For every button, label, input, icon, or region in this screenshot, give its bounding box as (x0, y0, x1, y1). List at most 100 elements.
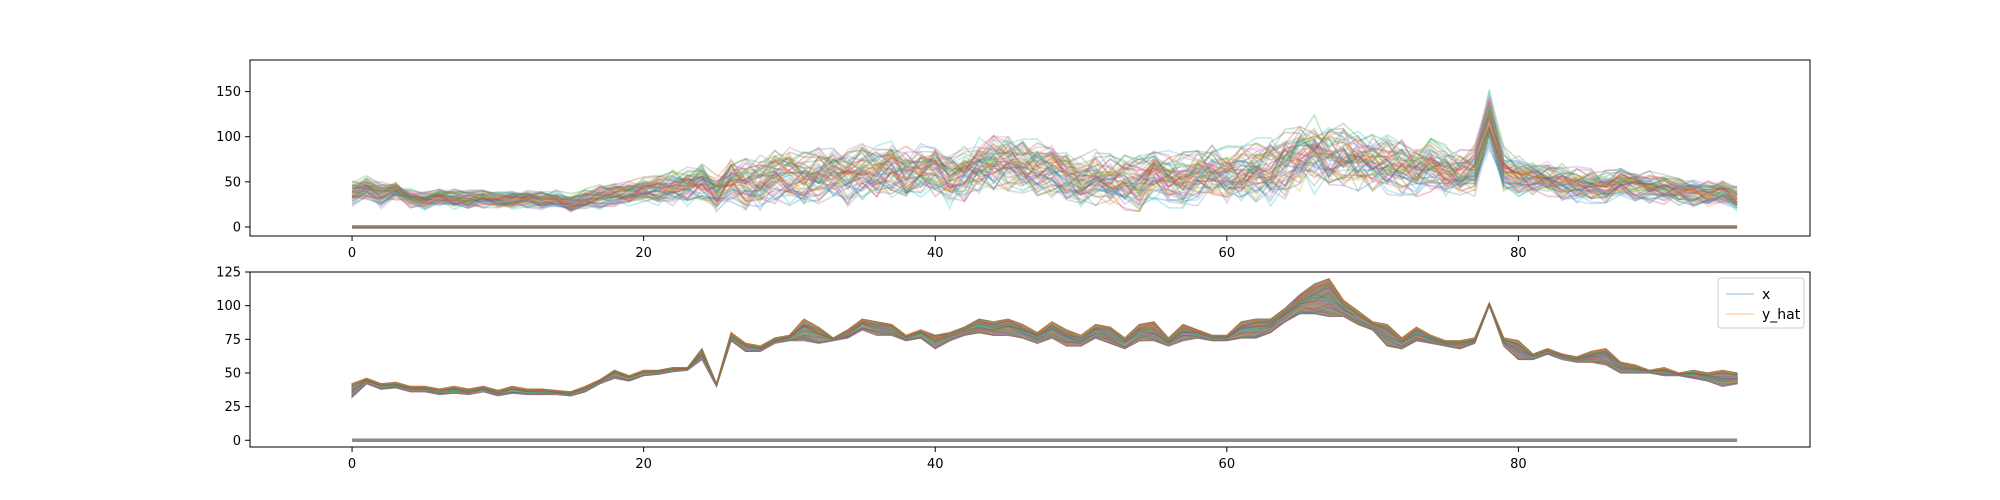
chart-top-series-line (351, 110, 1738, 208)
legend: x y_hat (1717, 277, 1805, 329)
chart-bottom-y-tick-label: 100 (216, 299, 241, 314)
chart-top-series-line (351, 132, 1738, 208)
chart-top-series-line (351, 95, 1738, 206)
chart-top-x-tick-label: 0 (348, 246, 356, 261)
chart-bottom-x-tick-label: 40 (927, 457, 944, 472)
chart-top-series-line (351, 117, 1738, 206)
chart-bottom-series-line (351, 286, 1738, 394)
chart-top-series-line (351, 105, 1738, 208)
chart-top-series-line (352, 111, 1738, 206)
chart-top-series-line (351, 97, 1738, 202)
chart-top-series-line (351, 130, 1738, 208)
chart-bottom-series-line (351, 287, 1738, 394)
chart-bottom-series-group (351, 277, 1738, 443)
chart-top-series-line (351, 101, 1738, 206)
chart-top-series-line (351, 116, 1738, 208)
chart-top-series-line (351, 118, 1738, 201)
chart-bottom-series-line (351, 281, 1738, 393)
chart-top-series-line (351, 100, 1738, 200)
chart-bottom-series-line (351, 287, 1738, 395)
chart-top-series-line (351, 115, 1738, 205)
chart-top-series-line (351, 127, 1738, 209)
chart-top-x-tick-label: 20 (635, 246, 652, 261)
chart-top-y-tick-label: 150 (216, 85, 241, 100)
chart-top: 0 20 40 60 80 0 50 100 150 (216, 59, 1811, 261)
chart-top-series-line (352, 125, 1738, 210)
chart-top-series-line (351, 126, 1738, 212)
chart-bottom-series-line (351, 280, 1738, 394)
chart-top-series-line (351, 99, 1738, 203)
legend-label-y_hat: y_hat (1762, 307, 1801, 323)
chart-bottom-band (351, 277, 1738, 399)
chart-bottom-series-line (351, 292, 1738, 395)
chart-top-series-line (351, 125, 1738, 207)
chart-top-series-line (351, 135, 1738, 210)
legend-label-x: x (1762, 287, 1770, 303)
chart-top-series-line (352, 130, 1738, 207)
chart-top-series-line (351, 130, 1738, 212)
chart-bottom-x-tick-label: 60 (1219, 457, 1236, 472)
chart-bottom-y-tick-label: 50 (224, 366, 241, 381)
chart-bottom-x-tick-label: 20 (635, 457, 652, 472)
chart-top-series-line (351, 107, 1738, 205)
chart-top-series-line (351, 114, 1738, 207)
legend-frame (1717, 277, 1805, 329)
chart-top-series-line (351, 109, 1738, 205)
chart-top-series-line (351, 102, 1738, 203)
chart-top-series-line (351, 128, 1738, 213)
chart-bottom-series-line (351, 303, 1738, 398)
chart-bottom-series-line (351, 296, 1738, 394)
chart-bottom-series-line (351, 303, 1738, 398)
chart-top-series-line (351, 141, 1738, 213)
chart-bottom-series-line (351, 294, 1738, 395)
chart-top-series-line (352, 100, 1738, 201)
chart-bottom-series-line (351, 302, 1738, 396)
chart-top-series-line (351, 116, 1738, 206)
chart-top-series-line (351, 89, 1738, 200)
chart-top-series-line (351, 131, 1738, 207)
chart-bottom-series-line (351, 302, 1738, 396)
chart-top-series-line (351, 131, 1738, 212)
chart-top-series-line (351, 113, 1738, 204)
chart-bottom-y-tick-label: 25 (224, 400, 241, 415)
chart-bottom-frame (249, 271, 1811, 448)
chart-top-series-line (351, 125, 1738, 210)
chart-top-series-line (351, 147, 1738, 212)
chart-top-series-line (352, 107, 1738, 204)
chart-top-series-line (352, 125, 1738, 212)
chart-top-series-line (351, 130, 1738, 207)
chart-bottom-y-tick-label: 125 (216, 266, 241, 281)
chart-bottom-series-line (351, 303, 1738, 398)
chart-top-frame (249, 59, 1811, 237)
chart-bottom-series-line (351, 303, 1738, 397)
chart-bottom: 0 20 40 60 80 0 25 50 75 100 125 x y_hat (216, 266, 1811, 472)
chart-top-series-line (352, 128, 1738, 203)
chart-top-series-line (351, 103, 1738, 200)
chart-bottom-series-line (351, 303, 1738, 396)
chart-bottom-series-line (351, 298, 1738, 396)
chart-top-series-line (351, 124, 1738, 206)
chart-bottom-series-line (351, 283, 1738, 394)
chart-bottom-x-axis: 0 20 40 60 80 (348, 447, 1527, 472)
chart-top-series-line (351, 105, 1738, 200)
chart-top-y-tick-label: 100 (216, 130, 241, 145)
chart-bottom-series-line (351, 283, 1738, 394)
chart-top-series-line (351, 119, 1738, 204)
chart-top-series-line (351, 96, 1738, 200)
chart-top-series-line (352, 120, 1738, 205)
chart-bottom-y-tick-label: 75 (224, 333, 241, 348)
chart-top-series-line (351, 114, 1738, 213)
chart-top-series-group (351, 89, 1738, 229)
chart-bottom-series-line (351, 283, 1738, 393)
chart-top-series-line (351, 89, 1738, 202)
chart-bottom-series-line (351, 296, 1738, 395)
chart-top-series-line (352, 124, 1738, 211)
chart-top-y-tick-label: 0 (233, 220, 241, 235)
chart-bottom-x-tick-label: 80 (1510, 457, 1527, 472)
chart-top-series-line (351, 126, 1738, 203)
chart-top-series-line (351, 102, 1738, 202)
chart-bottom-series-line (351, 296, 1738, 394)
chart-top-series-line (351, 111, 1738, 202)
